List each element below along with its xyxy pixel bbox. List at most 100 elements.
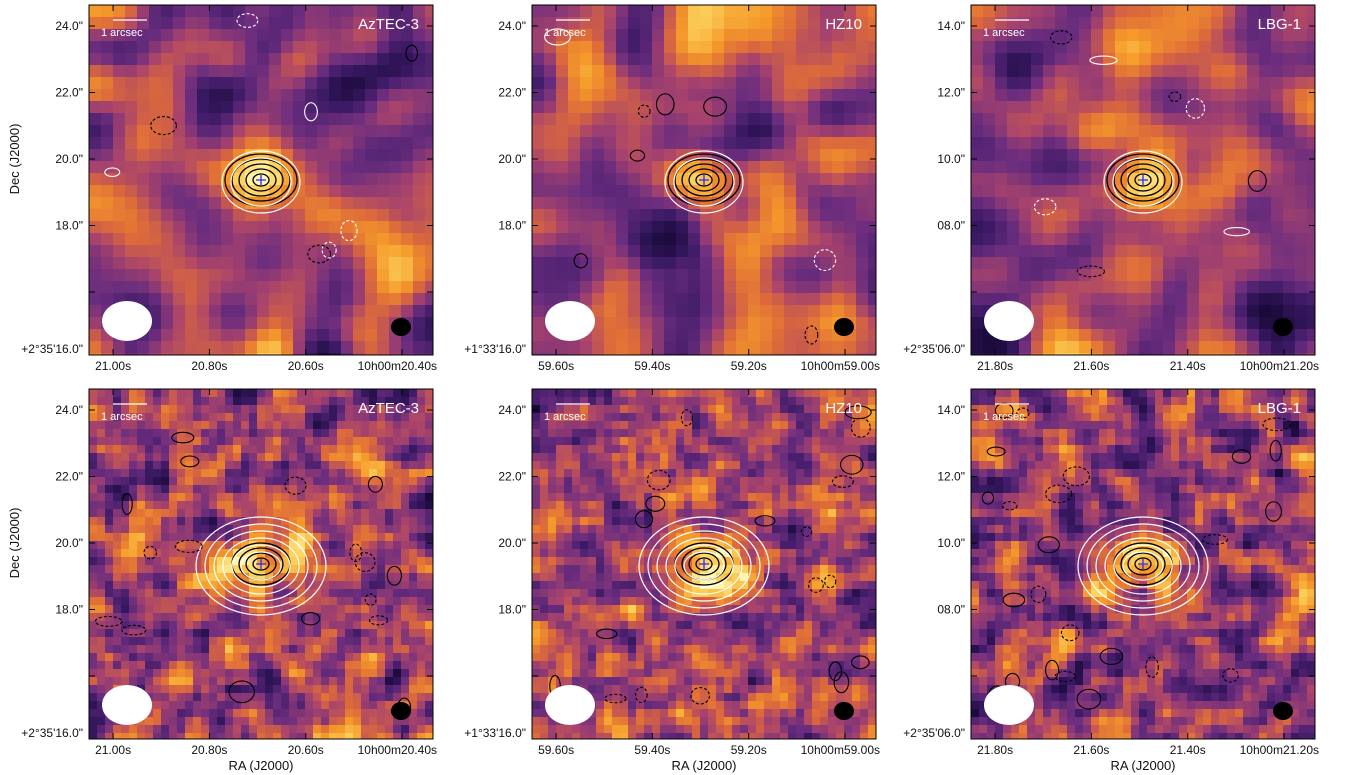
map-pixel xyxy=(317,161,330,174)
map-pixel xyxy=(971,233,984,246)
map-pixel xyxy=(748,89,761,102)
map-pixel xyxy=(329,305,342,318)
map-pixel xyxy=(652,77,665,90)
map-pixel xyxy=(329,549,338,558)
map-pixel xyxy=(209,209,222,222)
map-pixel xyxy=(409,709,418,718)
map-pixel xyxy=(604,281,617,294)
map-pixel xyxy=(620,437,629,446)
map-pixel xyxy=(385,525,394,534)
map-pixel xyxy=(644,405,653,414)
map-pixel xyxy=(225,725,234,734)
map-pixel xyxy=(1307,65,1315,78)
map-pixel xyxy=(209,509,218,518)
map-pixel xyxy=(620,405,629,414)
map-pixel xyxy=(628,5,641,18)
map-pixel xyxy=(365,65,378,78)
map-pixel xyxy=(385,605,394,614)
map-pixel xyxy=(1235,5,1248,18)
map-pixel xyxy=(812,421,821,430)
map-pixel xyxy=(844,209,857,222)
map-pixel xyxy=(868,5,876,18)
map-pixel xyxy=(233,185,246,198)
map-pixel xyxy=(313,549,322,558)
map-pixel xyxy=(1223,185,1236,198)
map-pixel xyxy=(121,445,130,454)
map-pixel xyxy=(97,469,106,478)
map-pixel xyxy=(413,29,426,42)
map-pixel xyxy=(241,653,250,662)
map-pixel xyxy=(221,233,234,246)
map-pixel xyxy=(1103,65,1116,78)
map-pixel xyxy=(209,17,222,30)
map-pixel xyxy=(173,101,186,114)
map-pixel xyxy=(1043,5,1056,18)
map-pixel xyxy=(161,525,170,534)
map-pixel xyxy=(564,421,573,430)
map-pixel xyxy=(345,725,354,734)
map-pixel xyxy=(668,405,677,414)
map-pixel xyxy=(377,549,386,558)
map-pixel xyxy=(329,573,338,582)
map-pixel xyxy=(1031,329,1044,342)
map-pixel xyxy=(193,421,202,430)
map-pixel xyxy=(1271,185,1284,198)
map-pixel xyxy=(217,485,226,494)
map-pixel xyxy=(425,557,433,566)
map-pixel xyxy=(1007,77,1020,90)
scale-bar-label: 1 arcsec xyxy=(101,411,143,423)
map-pixel xyxy=(401,725,410,734)
map-pixel xyxy=(700,125,713,138)
map-pixel xyxy=(1055,125,1068,138)
map-pixel xyxy=(257,405,266,414)
map-pixel xyxy=(1271,125,1284,138)
map-pixel xyxy=(1271,149,1284,162)
map-pixel xyxy=(1295,293,1308,306)
map-pixel xyxy=(365,317,378,330)
map-pixel xyxy=(201,685,210,694)
map-pixel xyxy=(197,185,210,198)
negative-contour xyxy=(340,219,358,242)
map-pixel xyxy=(1295,329,1308,342)
map-pixel xyxy=(385,709,394,718)
map-pixel xyxy=(137,541,146,550)
map-pixel xyxy=(217,525,226,534)
map-pixel xyxy=(868,317,876,330)
map-pixel xyxy=(225,573,234,582)
scale-bar-label: 1 arcsec xyxy=(101,27,143,39)
map-pixel xyxy=(568,233,581,246)
map-pixel xyxy=(281,557,290,566)
map-pixel xyxy=(808,125,821,138)
map-pixel xyxy=(700,101,713,114)
map-pixel xyxy=(772,101,785,114)
map-pixel xyxy=(413,101,426,114)
map-pixel xyxy=(281,209,294,222)
map-pixel xyxy=(764,413,773,422)
map-pixel xyxy=(1259,245,1272,258)
map-pixel xyxy=(1151,89,1164,102)
map-pixel xyxy=(377,509,386,518)
map-pixel xyxy=(221,29,234,42)
map-pixel xyxy=(193,597,202,606)
map-pixel xyxy=(1151,101,1164,114)
map-pixel xyxy=(748,101,761,114)
map-pixel xyxy=(1115,293,1128,306)
map-pixel xyxy=(1295,149,1308,162)
map-pixel xyxy=(385,653,394,662)
map-pixel xyxy=(257,5,270,18)
map-pixel xyxy=(281,581,290,590)
map-pixel xyxy=(664,77,677,90)
map-pixel xyxy=(365,41,378,54)
scale-bar-label: 1 arcsec xyxy=(544,27,586,39)
map-pixel xyxy=(341,89,354,102)
map-pixel xyxy=(337,461,346,470)
map-pixel xyxy=(844,173,857,186)
map-pixel xyxy=(345,541,354,550)
map-pixel xyxy=(281,469,290,478)
noise-contour xyxy=(544,28,571,46)
negative-contour xyxy=(307,244,332,264)
map-pixel xyxy=(257,645,266,654)
map-pixel xyxy=(1223,341,1236,354)
map-pixel xyxy=(329,421,338,430)
map-pixel xyxy=(161,597,170,606)
